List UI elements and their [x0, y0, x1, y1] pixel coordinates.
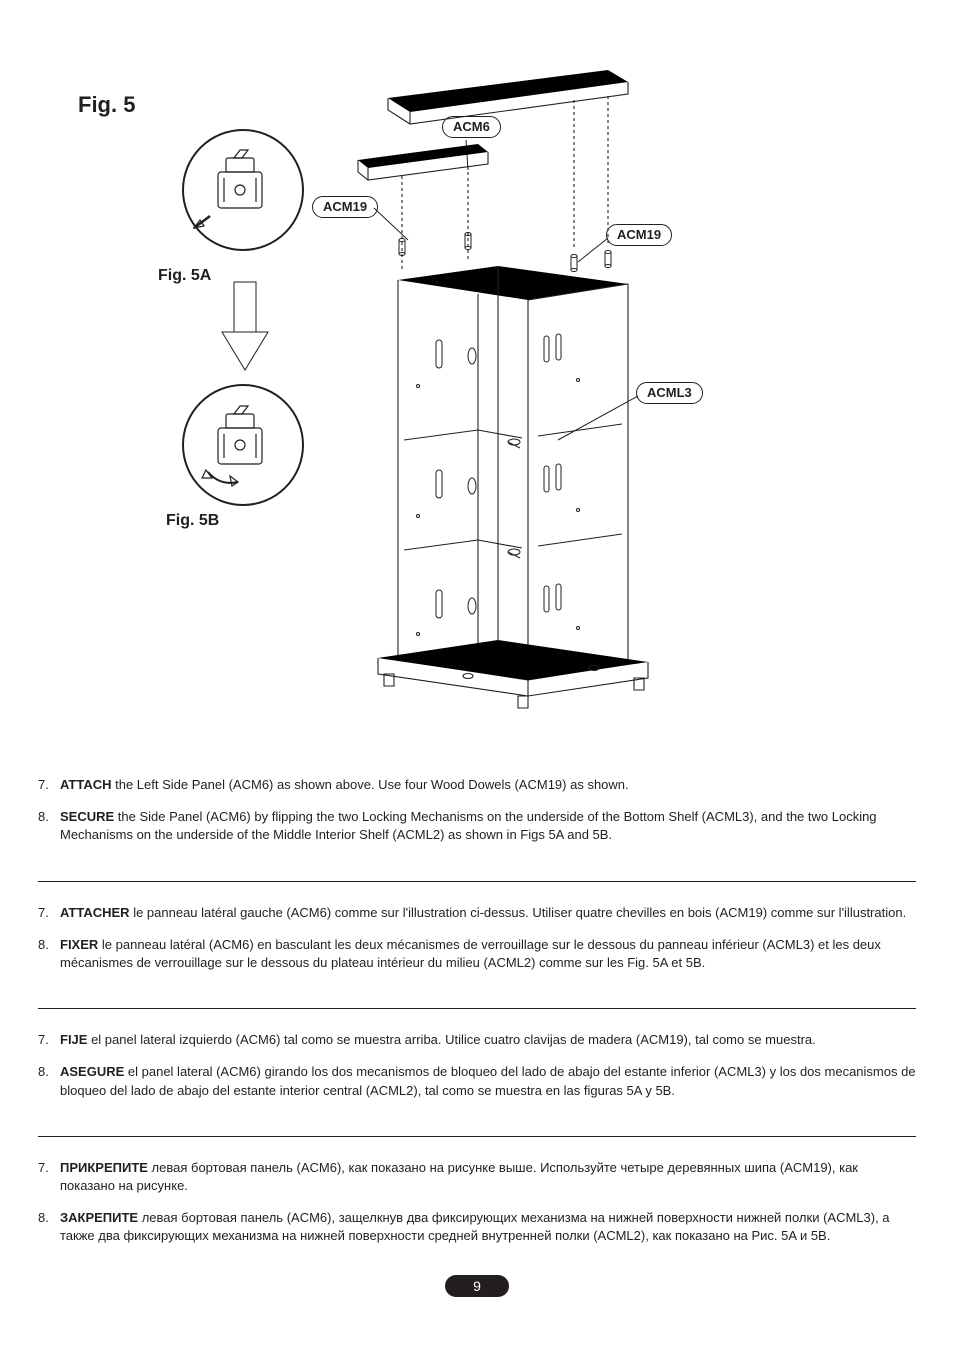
instruction-item: 8. ЗАКРЕПИТЕ левая бортовая панель (ACM6…	[38, 1209, 916, 1245]
step-text: ASEGURE el panel lateral (ACM6) girando …	[60, 1063, 916, 1099]
assembly-diagram	[38, 40, 916, 760]
instruction-item: 8. ASEGURE el panel lateral (ACM6) giran…	[38, 1063, 916, 1099]
instructions: 7. ATTACH the Left Side Panel (ACM6) as …	[38, 776, 916, 1263]
step-number: 8.	[38, 808, 60, 844]
figure-5: Fig. 5 Fig. 5A Fig. 5B ACM6 ACM19 ACM19 …	[38, 40, 916, 760]
step-number: 7.	[38, 1159, 60, 1195]
instructions-fr: 7. ATTACHER le panneau latéral gauche (A…	[38, 904, 916, 1009]
page-number: 9	[445, 1275, 509, 1297]
step-text: ПРИКРЕПИТЕ левая бортовая панель (ACM6),…	[60, 1159, 916, 1195]
step-number: 7.	[38, 904, 60, 922]
instructions-ru: 7. ПРИКРЕПИТЕ левая бортовая панель (ACM…	[38, 1159, 916, 1264]
step-text: SECURE the Side Panel (ACM6) by flipping…	[60, 808, 916, 844]
separator	[38, 1008, 916, 1009]
step-number: 8.	[38, 1063, 60, 1099]
step-text: ATTACH the Left Side Panel (ACM6) as sho…	[60, 776, 916, 794]
step-text: ATTACHER le panneau latéral gauche (ACM6…	[60, 904, 916, 922]
step-number: 8.	[38, 1209, 60, 1245]
instruction-item: 8. SECURE the Side Panel (ACM6) by flipp…	[38, 808, 916, 844]
step-text: FIJE el panel lateral izquierdo (ACM6) t…	[60, 1031, 916, 1049]
instructions-es: 7. FIJE el panel lateral izquierdo (ACM6…	[38, 1031, 916, 1136]
instruction-item: 7. ПРИКРЕПИТЕ левая бортовая панель (ACM…	[38, 1159, 916, 1195]
instruction-item: 7. FIJE el panel lateral izquierdo (ACM6…	[38, 1031, 916, 1049]
instruction-item: 7. ATTACH the Left Side Panel (ACM6) as …	[38, 776, 916, 794]
instructions-en: 7. ATTACH the Left Side Panel (ACM6) as …	[38, 776, 916, 881]
step-number: 8.	[38, 936, 60, 972]
step-number: 7.	[38, 1031, 60, 1049]
step-text: FIXER le panneau latéral (ACM6) en bascu…	[60, 936, 916, 972]
separator	[38, 881, 916, 882]
instruction-item: 7. ATTACHER le panneau latéral gauche (A…	[38, 904, 916, 922]
separator	[38, 1136, 916, 1137]
step-text: ЗАКРЕПИТЕ левая бортовая панель (ACM6), …	[60, 1209, 916, 1245]
step-number: 7.	[38, 776, 60, 794]
instruction-item: 8. FIXER le panneau latéral (ACM6) en ba…	[38, 936, 916, 972]
